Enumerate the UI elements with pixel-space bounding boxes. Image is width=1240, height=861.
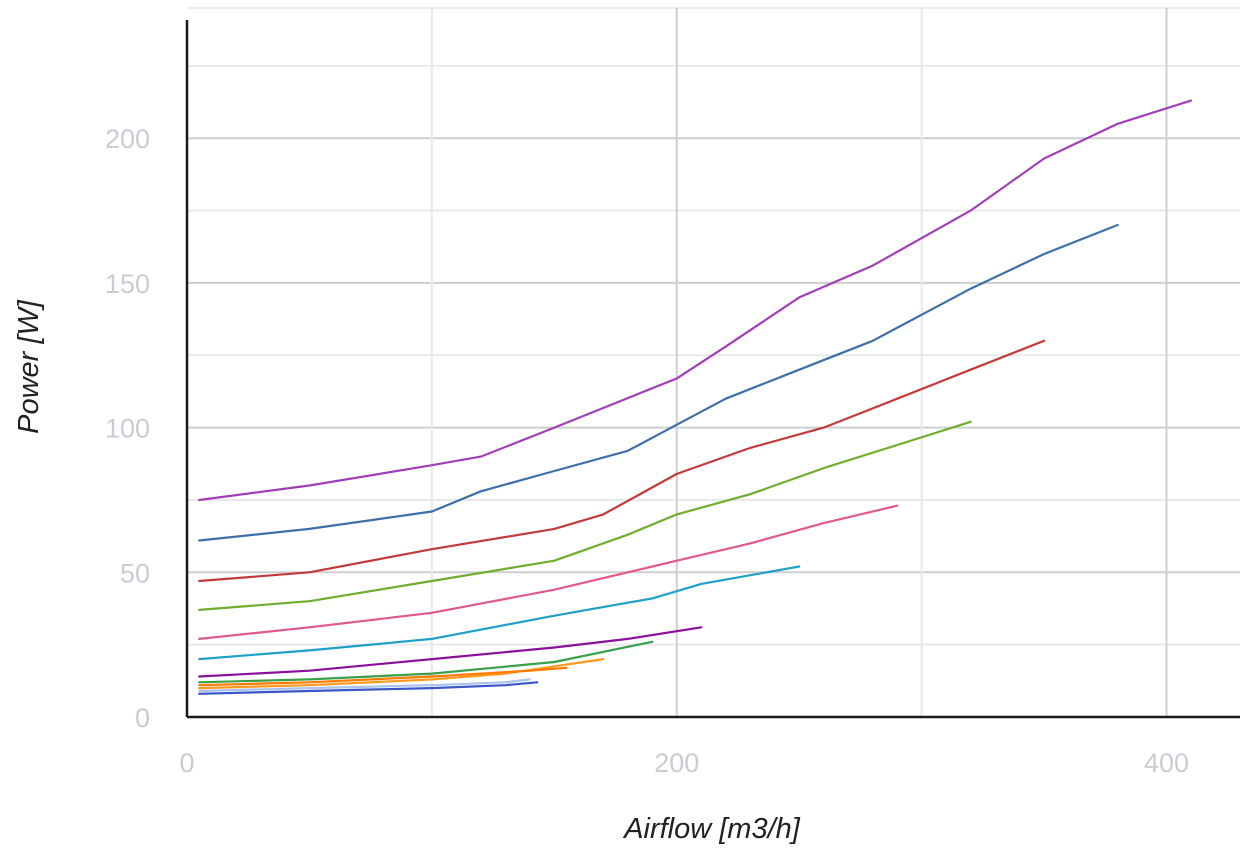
y-tick-label: 100 bbox=[105, 414, 150, 444]
series-line-12 bbox=[198, 681, 539, 695]
x-tick-label: 200 bbox=[654, 748, 699, 778]
series-line-9 bbox=[198, 658, 605, 690]
series-line-7 bbox=[198, 626, 703, 678]
series-line-3 bbox=[198, 339, 1046, 583]
series-line-8 bbox=[198, 640, 654, 684]
series-line-11 bbox=[198, 678, 531, 693]
series-line-1 bbox=[198, 99, 1193, 502]
series-line-2 bbox=[198, 223, 1119, 542]
y-tick-label: 0 bbox=[135, 703, 150, 733]
x-axis-label: Airflow [m3/h] bbox=[622, 813, 801, 845]
grid-lines bbox=[187, 7, 1240, 717]
series-line-5 bbox=[198, 504, 899, 640]
y-tick-label: 150 bbox=[105, 269, 150, 299]
series-line-6 bbox=[198, 565, 801, 661]
series-line-10 bbox=[198, 666, 568, 687]
y-tick-label: 200 bbox=[105, 124, 150, 154]
series-lines bbox=[198, 99, 1193, 695]
x-tick-label: 0 bbox=[179, 748, 194, 778]
x-tick-labels: 0 200 400 bbox=[179, 748, 1189, 778]
y-tick-label: 50 bbox=[120, 558, 150, 588]
x-tick-label: 400 bbox=[1144, 748, 1189, 778]
y-axis-label: Power [W] bbox=[13, 299, 45, 434]
series-line-4 bbox=[198, 420, 972, 611]
y-tick-labels: 0 50 100 150 200 bbox=[105, 124, 150, 733]
